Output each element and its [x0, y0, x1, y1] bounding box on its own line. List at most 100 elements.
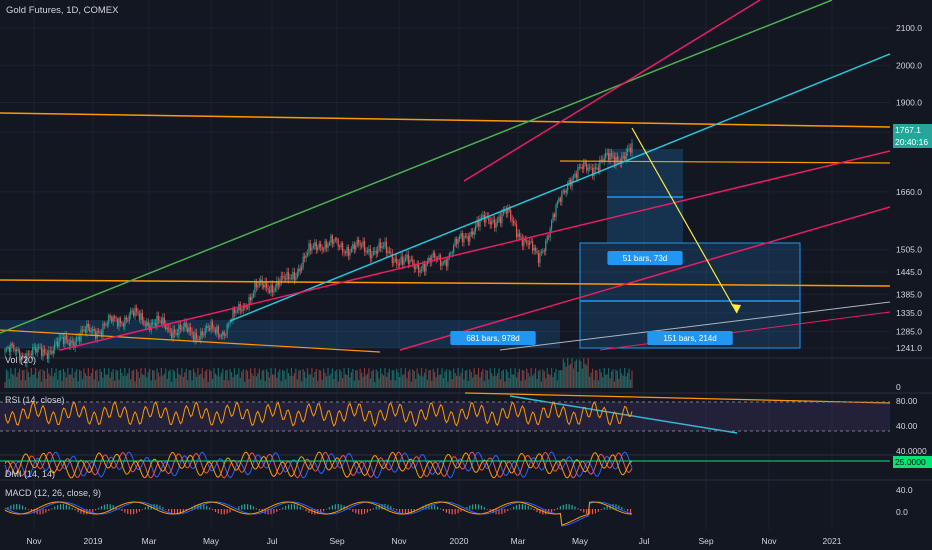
- volume-bar: [175, 378, 177, 388]
- candle-body: [377, 249, 379, 254]
- volume-bar: [168, 371, 170, 388]
- volume-bar: [26, 368, 28, 388]
- volume-bar: [204, 371, 206, 388]
- volume-bar: [456, 375, 458, 388]
- trendline-cyan[interactable]: [229, 53, 891, 322]
- price-axis[interactable]: 2100.02000.01900.01820.01660.01505.01445…: [893, 23, 932, 517]
- candle-body: [403, 259, 405, 265]
- macd-hist: [62, 504, 65, 510]
- volume-bar: [343, 368, 345, 388]
- candle-body: [447, 258, 449, 267]
- trendline-magenta-steep[interactable]: [463, 0, 761, 182]
- trendline-orange-mid[interactable]: [0, 279, 891, 287]
- volume-bar: [356, 370, 358, 388]
- candle-body: [334, 238, 336, 241]
- macd-hist: [323, 509, 325, 512]
- volume-bar: [176, 368, 179, 388]
- trendline-orange-box[interactable]: [559, 160, 891, 164]
- candle-body: [412, 259, 414, 264]
- volume-bar: [349, 377, 351, 388]
- candle-body: [315, 242, 317, 250]
- candle-body: [574, 173, 576, 177]
- volume-bar: [14, 368, 16, 388]
- volume-bar: [466, 369, 468, 388]
- candle-body: [616, 156, 618, 161]
- time-axis[interactable]: Nov 2019 Mar May Jul Sep Nov 2020 Mar May Jul Sep No…: [26, 536, 841, 546]
- macd-hist: [302, 508, 304, 510]
- candle-body: [99, 331, 101, 333]
- candle-body: [108, 315, 110, 323]
- macd-hist: [451, 509, 453, 515]
- volume-bar: [65, 377, 67, 388]
- trendline-grey[interactable]: [499, 301, 891, 351]
- price-tick-label: 1335.0: [896, 308, 922, 318]
- candle-body: [65, 335, 67, 340]
- volume-bar: [618, 378, 620, 388]
- volume-bar: [397, 372, 399, 388]
- volume-bar: [219, 376, 221, 388]
- volume-bar: [441, 368, 443, 388]
- macd-hist: [19, 504, 21, 510]
- candle-body: [523, 239, 525, 247]
- volume-bar: [323, 368, 325, 388]
- macd-hist: [358, 509, 360, 515]
- rsi-orange-line[interactable]: [464, 392, 891, 404]
- volume-bar: [7, 371, 9, 388]
- macd-hist: [495, 509, 497, 515]
- volume-bar: [304, 371, 306, 388]
- candle-body: [23, 356, 25, 358]
- trendline-orange-low[interactable]: [0, 329, 381, 353]
- candle-body: [564, 190, 566, 193]
- candle-body: [268, 290, 271, 293]
- candle-body: [77, 337, 79, 339]
- candle-body: [473, 231, 475, 235]
- trendline-magenta-mid[interactable]: [59, 150, 891, 351]
- candle-body: [162, 317, 164, 324]
- volume-bar: [216, 375, 218, 388]
- candle-body: [504, 210, 506, 212]
- macd-hist: [13, 504, 15, 510]
- ruler-label-bg: [647, 331, 733, 345]
- volume-bar: [39, 369, 41, 388]
- candle-body: [39, 347, 41, 349]
- candle-body: [498, 216, 500, 221]
- trendline-magenta-low[interactable]: [399, 206, 891, 351]
- trendline-green[interactable]: [0, 0, 833, 334]
- pane-label: RSI (14, close): [5, 395, 65, 405]
- macd-hist: [390, 506, 392, 510]
- macd-hist: [147, 505, 149, 510]
- volume-bar: [526, 368, 528, 388]
- volume-bar: [77, 381, 79, 388]
- volume-bar: [415, 378, 417, 388]
- trendlines[interactable]: [0, 0, 891, 434]
- trendline-orange-top[interactable]: [0, 112, 891, 128]
- candle-body: [58, 337, 60, 347]
- volume-bar: [431, 380, 433, 388]
- candle-body: [150, 323, 152, 331]
- projection-arrowhead: [731, 304, 741, 313]
- price-tick-label: 1445.0: [896, 267, 922, 277]
- candle-body: [70, 340, 72, 346]
- volume-bar: [510, 368, 512, 388]
- macd-hist: [404, 509, 407, 515]
- projection-arrow[interactable]: [631, 127, 738, 314]
- macd-hist: [577, 508, 579, 510]
- volume-bar: [305, 377, 307, 388]
- macd-hist: [527, 505, 529, 510]
- volume-bar: [73, 377, 75, 388]
- volume-bar: [198, 375, 200, 388]
- volume-bar: [38, 371, 40, 388]
- candle-body: [192, 334, 195, 341]
- volume-bar: [552, 377, 554, 388]
- candle-body: [247, 307, 249, 309]
- volume-bar: [93, 379, 95, 388]
- macd-hist: [331, 505, 333, 510]
- volume-bar: [220, 372, 222, 388]
- volume-bar: [10, 368, 12, 388]
- candle-body: [612, 155, 614, 157]
- candle-body: [241, 310, 243, 312]
- candle-body: [458, 236, 461, 240]
- volume-bar: [401, 375, 404, 388]
- candle-body: [314, 242, 316, 247]
